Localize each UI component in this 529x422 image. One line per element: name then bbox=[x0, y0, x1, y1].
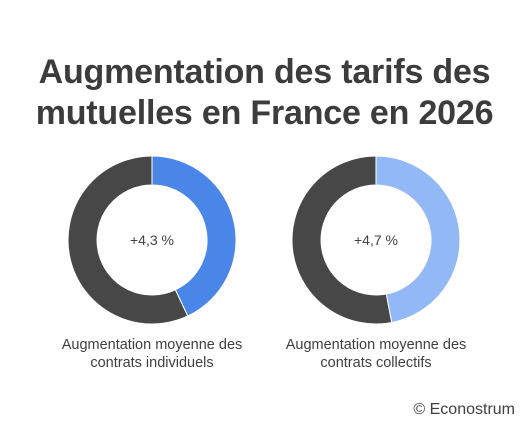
donut-value-slice-individuels bbox=[151, 155, 237, 317]
donut-chart-individuels: +4,3 % bbox=[67, 155, 237, 325]
donut-svg-collectifs bbox=[291, 155, 461, 325]
donut-svg-individuels bbox=[67, 155, 237, 325]
donut-rest-slice-collectifs bbox=[291, 155, 393, 325]
chart-title: Augmentation des tarifs des mutuelles en… bbox=[0, 52, 529, 134]
donut-value-label-individuels: +4,3 % bbox=[130, 232, 174, 248]
donut-caption-collectifs: Augmentation moyenne des contrats collec… bbox=[256, 336, 496, 372]
donut-caption-individuels: Augmentation moyenne des contrats indivi… bbox=[32, 336, 272, 372]
source-credit: © Econostrum bbox=[413, 401, 515, 418]
donut-caption-collectifs-line-2: contrats collectifs bbox=[320, 355, 432, 371]
donut-value-slice-collectifs bbox=[375, 155, 461, 324]
donut-value-label-collectifs: +4,7 % bbox=[354, 232, 398, 248]
donut-chart-collectifs: +4,7 % bbox=[291, 155, 461, 325]
donut-caption-individuels-line-1: Augmentation moyenne des bbox=[61, 337, 243, 353]
donut-rest-slice-individuels bbox=[67, 155, 189, 325]
chart-title-line-1: Augmentation des tarifs des bbox=[38, 53, 491, 91]
chart-title-line-2: mutuelles en France en 2026 bbox=[35, 94, 494, 132]
donut-caption-collectifs-line-1: Augmentation moyenne des bbox=[285, 337, 467, 353]
donut-caption-individuels-line-2: contrats individuels bbox=[90, 355, 214, 371]
